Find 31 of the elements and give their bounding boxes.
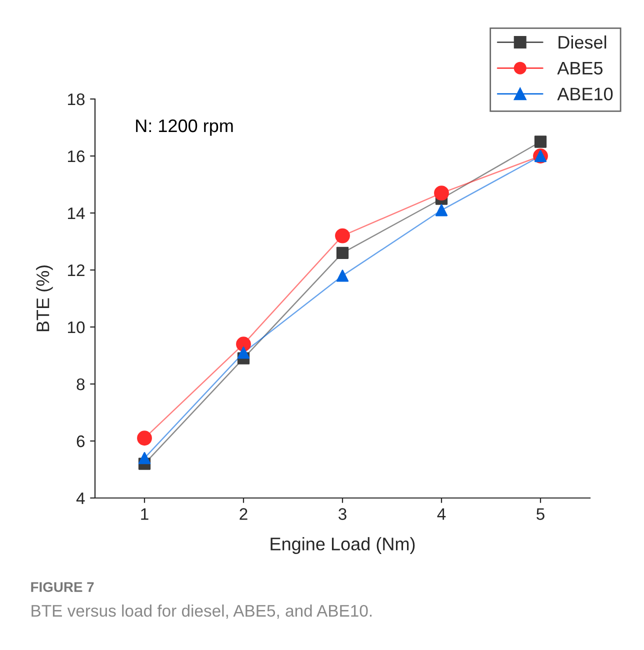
point	[236, 336, 251, 352]
y-tick-label: 10	[68, 321, 85, 334]
y-tick-label: 18	[68, 93, 85, 106]
x-tick-label: 1	[141, 508, 148, 520]
x-tick-label: 2	[240, 508, 248, 520]
y-tick-label: 16	[68, 150, 85, 162]
y-tick-label: 12	[68, 264, 84, 276]
y-tick-label: 14	[68, 208, 85, 220]
point	[534, 136, 547, 148]
point	[237, 346, 250, 359]
point	[336, 246, 349, 259]
caption: FIGURE 7	[31, 582, 94, 592]
annotation: N: 1200 rpm	[136, 119, 233, 136]
y-axis-title: BTE (%)	[36, 266, 53, 332]
y-tick-label: 6	[76, 435, 85, 448]
point	[335, 228, 350, 244]
y-tick-label: 8	[76, 378, 85, 390]
legend-label: ABE5	[557, 62, 603, 75]
text: BTE versus load for diesel, ABE5, and ABE10.	[32, 604, 372, 619]
point	[336, 270, 349, 282]
point	[434, 186, 449, 201]
x-tick-label: 4	[437, 508, 446, 520]
x-axis-title: Engine Load (Nm)	[270, 537, 415, 554]
point	[138, 452, 151, 464]
point	[435, 204, 448, 216]
legend-label: ABE10	[557, 88, 613, 100]
y-tick-label: 4	[76, 492, 85, 504]
x-tick-label: 5	[536, 508, 544, 520]
legend-label: Diesel	[558, 35, 606, 49]
x-tick-label: 3	[338, 508, 346, 520]
point	[137, 430, 152, 446]
